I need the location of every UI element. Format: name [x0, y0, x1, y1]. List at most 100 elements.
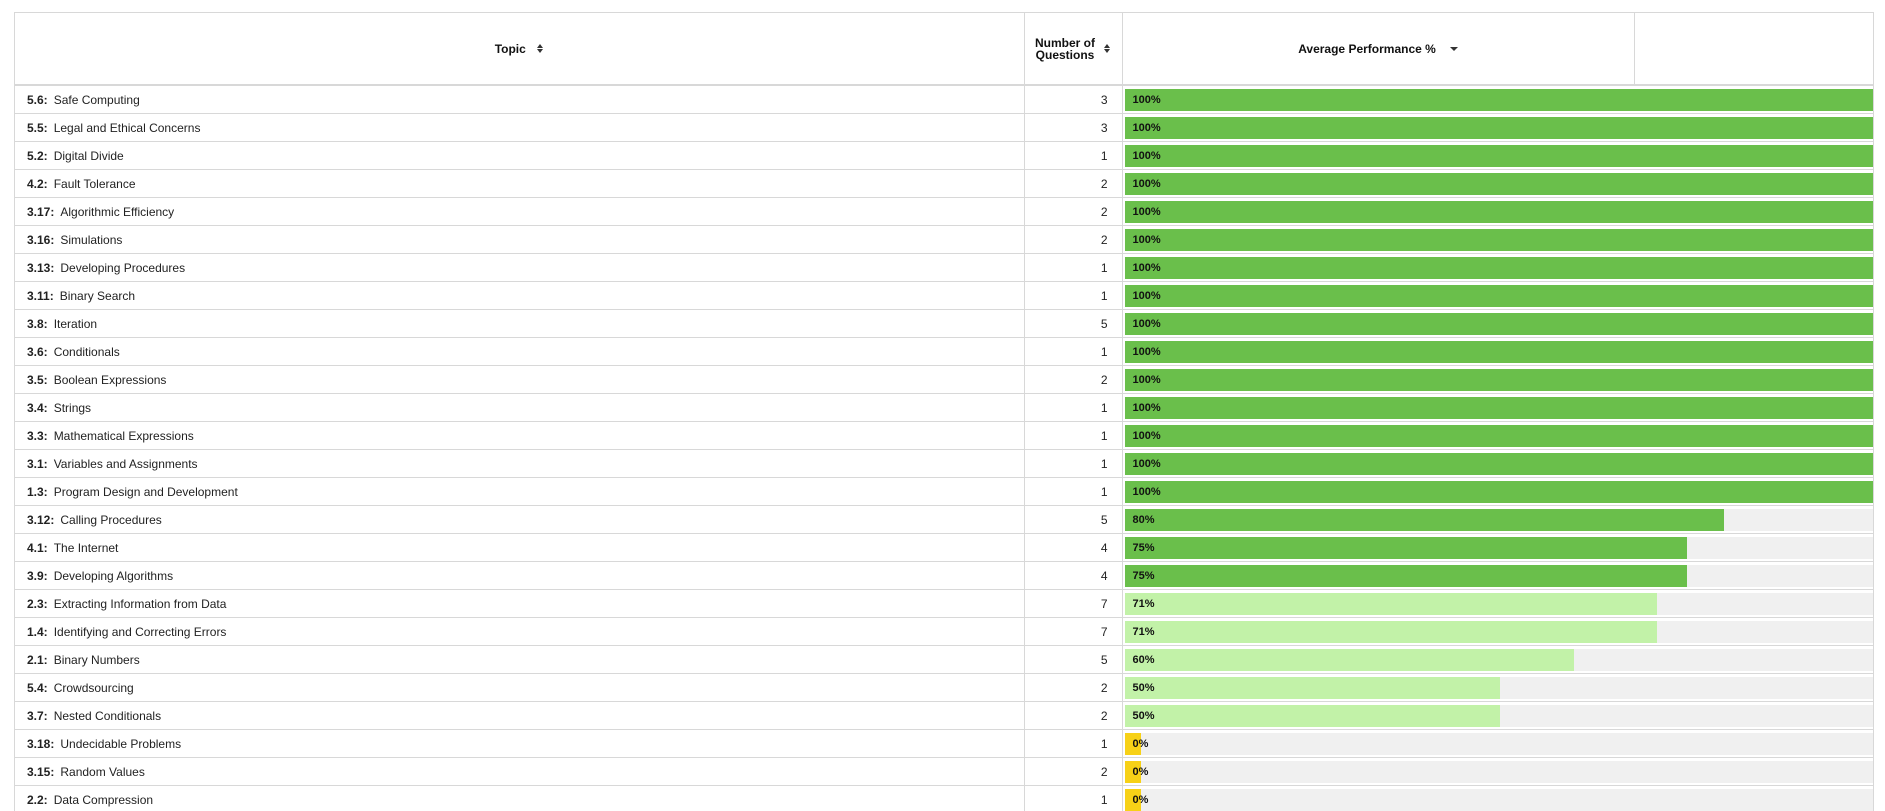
question-count-cell: 2: [1024, 225, 1123, 254]
topic-header-label: Topic: [494, 41, 526, 56]
topic-cell: 4.1: The Internet: [15, 533, 1025, 562]
topic-code: 3.18:: [27, 736, 55, 751]
table-row[interactable]: 3.7: Nested Conditionals 2 50%: [15, 701, 1873, 730]
topic-cell: 3.12: Calling Procedures: [15, 505, 1025, 534]
topic-code: 1.3:: [27, 484, 48, 499]
topic-code: 3.1:: [27, 456, 48, 471]
performance-bar-track: 100%: [1124, 312, 1873, 335]
number-of-questions-column-header[interactable]: Number of Questions: [1024, 13, 1123, 86]
performance-bar-fill: [1124, 452, 1873, 475]
table-row[interactable]: 3.15: Random Values 2 0%: [15, 757, 1873, 786]
table-row[interactable]: 5.5: Legal and Ethical Concerns 3 100%: [15, 113, 1873, 142]
table-row[interactable]: 5.2: Digital Divide 1 100%: [15, 141, 1873, 170]
table-row[interactable]: 3.12: Calling Procedures 5 80%: [15, 505, 1873, 534]
sort-descending-icon[interactable]: [1449, 46, 1458, 51]
question-count-cell: 2: [1024, 757, 1123, 786]
table-row[interactable]: 3.1: Variables and Assignments 1 100%: [15, 449, 1873, 478]
performance-bar-track: 100%: [1124, 368, 1873, 391]
table-row[interactable]: 5.4: Crowdsourcing 2 50%: [15, 673, 1873, 702]
table-row[interactable]: 4.1: The Internet 4 75%: [15, 533, 1873, 562]
table-row[interactable]: 1.4: Identifying and Correcting Errors 7 71…: [15, 617, 1873, 646]
performance-bar-track: 75%: [1124, 564, 1873, 587]
performance-percent-label: 71%: [1132, 625, 1155, 638]
question-count-cell: 1: [1024, 253, 1123, 282]
performance-percent-label: 100%: [1132, 429, 1161, 442]
topic-name: Mathematical Expressions: [53, 428, 194, 443]
sort-icon[interactable]: [1103, 44, 1111, 53]
topic-code: 3.17:: [27, 204, 55, 219]
performance-bar-track: 75%: [1124, 536, 1873, 559]
topic-code: 2.2:: [27, 792, 48, 807]
average-performance-column-header[interactable]: Average Performance %: [1122, 13, 1873, 86]
performance-percent-label: 100%: [1132, 345, 1161, 358]
performance-cell: 100%: [1122, 253, 1873, 282]
table-row[interactable]: 3.4: Strings 1 100%: [15, 393, 1873, 422]
performance-cell: 50%: [1122, 673, 1873, 702]
table-row[interactable]: 3.13: Developing Procedures 1 100%: [15, 253, 1873, 282]
performance-bar-track: 50%: [1124, 704, 1873, 727]
sort-icon[interactable]: [536, 44, 544, 53]
table-row[interactable]: 3.11: Binary Search 1 100%: [15, 281, 1873, 310]
question-count-cell: 5: [1024, 645, 1123, 674]
topic-name: Random Values: [60, 764, 145, 779]
performance-bar-fill: [1124, 620, 1657, 643]
topic-code: 4.1:: [27, 540, 48, 555]
topic-cell: 2.3: Extracting Information from Data: [15, 589, 1025, 618]
performance-percent-label: 100%: [1132, 177, 1161, 190]
performance-cell: 100%: [1122, 225, 1873, 254]
table-row[interactable]: 3.17: Algorithmic Efficiency 2 100%: [15, 197, 1873, 226]
table-row[interactable]: 3.18: Undecidable Problems 1 0%: [15, 729, 1873, 758]
topic-name: Iteration: [53, 316, 98, 331]
table-row[interactable]: 4.2: Fault Tolerance 2 100%: [15, 169, 1873, 198]
performance-percent-label: 100%: [1132, 261, 1161, 274]
performance-bar-fill: [1124, 256, 1873, 279]
performance-cell: 0%: [1122, 785, 1873, 811]
question-count-cell: 2: [1024, 169, 1123, 198]
table-row[interactable]: 2.2: Data Compression 1 0%: [15, 785, 1873, 811]
performance-percent-label: 100%: [1132, 121, 1161, 134]
performance-percent-label: 100%: [1132, 485, 1161, 498]
performance-bar-track: 100%: [1124, 144, 1873, 167]
topic-code: 3.12:: [27, 512, 55, 527]
performance-bar-fill: [1124, 648, 1574, 671]
table-row[interactable]: 2.1: Binary Numbers 5 60%: [15, 645, 1873, 674]
performance-cell: 100%: [1122, 113, 1873, 142]
topic-cell: 2.2: Data Compression: [15, 785, 1025, 811]
performance-bar-fill: [1124, 508, 1724, 531]
topic-name: Simulations: [60, 232, 123, 247]
table-row[interactable]: 2.3: Extracting Information from Data 7 71%: [15, 589, 1873, 618]
table-row[interactable]: 1.3: Program Design and Development 1 100%: [15, 477, 1873, 506]
question-count-cell: 4: [1024, 561, 1123, 590]
topic-code: 3.4:: [27, 400, 48, 415]
question-count-cell: 1: [1024, 141, 1123, 170]
performance-percent-label: 0%: [1132, 765, 1149, 778]
topic-cell: 3.11: Binary Search: [15, 281, 1025, 310]
performance-percent-label: 100%: [1132, 233, 1161, 246]
table-row[interactable]: 5.6: Safe Computing 3 100%: [15, 85, 1873, 114]
table-row[interactable]: 3.6: Conditionals 1 100%: [15, 337, 1873, 366]
question-count-cell: 1: [1024, 393, 1123, 422]
table-row[interactable]: 3.16: Simulations 2 100%: [15, 225, 1873, 254]
topic-code: 5.4:: [27, 680, 48, 695]
number-of-questions-header-label: Number of Questions: [1035, 35, 1095, 62]
topic-cell: 3.15: Random Values: [15, 757, 1025, 786]
topic-name: Data Compression: [53, 792, 154, 807]
performance-percent-label: 60%: [1132, 653, 1155, 666]
table-row[interactable]: 3.3: Mathematical Expressions 1 100%: [15, 421, 1873, 450]
performance-cell: 100%: [1122, 449, 1873, 478]
question-count-cell: 1: [1024, 785, 1123, 811]
performance-percent-label: 75%: [1132, 569, 1155, 582]
topic-name: Calling Procedures: [60, 512, 162, 527]
performance-cell: 0%: [1122, 729, 1873, 758]
table-row[interactable]: 3.5: Boolean Expressions 2 100%: [15, 365, 1873, 394]
performance-bar-fill: [1124, 536, 1687, 559]
table-row[interactable]: 3.8: Iteration 5 100%: [15, 309, 1873, 338]
topic-column-header[interactable]: Topic: [15, 13, 1025, 86]
performance-bar-track: 100%: [1124, 116, 1873, 139]
performance-cell: 71%: [1122, 617, 1873, 646]
table-row[interactable]: 3.9: Developing Algorithms 4 75%: [15, 561, 1873, 590]
topic-name: Binary Numbers: [53, 652, 140, 667]
performance-percent-label: 100%: [1132, 373, 1161, 386]
topic-code: 3.9:: [27, 568, 48, 583]
performance-bar-track: 100%: [1124, 256, 1873, 279]
